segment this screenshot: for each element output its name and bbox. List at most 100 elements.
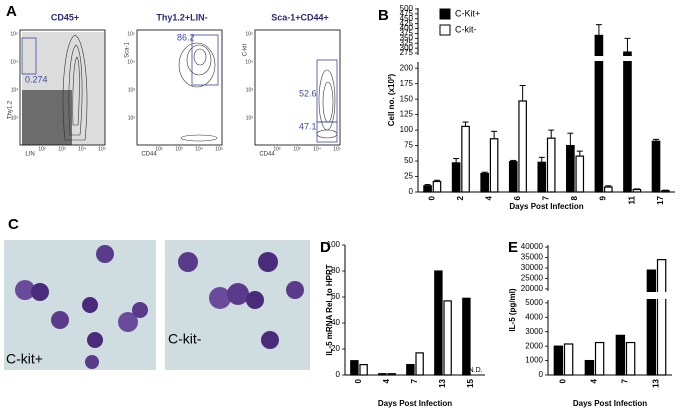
bar bbox=[508, 161, 518, 193]
axis-break bbox=[547, 292, 673, 299]
y-tick-label: 40 bbox=[331, 318, 340, 327]
y-tick-label: 50 bbox=[404, 156, 413, 165]
bar bbox=[489, 138, 499, 193]
contour bbox=[62, 34, 88, 141]
gate-value: 0.274 bbox=[25, 74, 48, 84]
y-label: C-kit bbox=[243, 44, 249, 57]
error-bar bbox=[653, 138, 660, 142]
error-bar bbox=[481, 171, 488, 174]
axis-tick-label: 10³ bbox=[58, 146, 66, 152]
y-tick-label: 40000 bbox=[521, 242, 544, 251]
panel-label: D bbox=[320, 239, 331, 256]
x-tick-label: 8 bbox=[570, 195, 579, 200]
x-label: LIN bbox=[25, 152, 34, 158]
y-tick-label: 500 bbox=[400, 4, 414, 13]
bar bbox=[451, 162, 461, 193]
x-tick-label: 0 bbox=[354, 378, 363, 383]
contour bbox=[178, 42, 216, 88]
bar bbox=[553, 345, 564, 376]
error-bar bbox=[605, 185, 612, 188]
plot-title: Sca-1+CD44+ bbox=[271, 12, 329, 22]
bar bbox=[623, 51, 632, 193]
bar bbox=[566, 144, 575, 193]
bar bbox=[432, 180, 442, 193]
x-tick-label: 0 bbox=[427, 195, 436, 200]
x-tick-label: 7 bbox=[621, 378, 630, 383]
x-tick-label: 13 bbox=[652, 378, 661, 387]
x-tick-label: 7 bbox=[542, 195, 551, 200]
axis-tick-label: 10⁵ bbox=[333, 146, 341, 152]
error-bar bbox=[595, 24, 602, 36]
error-bar bbox=[538, 156, 545, 163]
axis-tick-label: 10³ bbox=[128, 87, 136, 93]
x-tick-label: 2 bbox=[456, 195, 465, 200]
micrograph: C-kit- bbox=[165, 240, 310, 370]
y-tick-label: 175 bbox=[400, 79, 414, 88]
axis-tick-label: 10⁴ bbox=[127, 59, 135, 65]
contour bbox=[193, 48, 207, 66]
axis-tick-label: 10⁵ bbox=[127, 31, 135, 37]
bar bbox=[462, 297, 471, 376]
contour bbox=[72, 56, 80, 126]
error-bar bbox=[510, 159, 517, 162]
error-bar bbox=[548, 129, 555, 139]
x-tick-label: 4 bbox=[382, 378, 391, 383]
axis-tick-label: 10⁵ bbox=[10, 31, 18, 37]
y-label: Thy1.2 bbox=[8, 100, 14, 119]
y-tick-label: 75 bbox=[404, 141, 413, 150]
plot-title: Thy1.2+LIN- bbox=[156, 12, 207, 22]
x-axis-label: Days Post Infection bbox=[573, 399, 647, 408]
y-tick-label: 450 bbox=[400, 14, 414, 23]
y-tick-label: 0 bbox=[409, 187, 414, 196]
axis-tick-label: 10² bbox=[273, 146, 281, 152]
axis-tick-label: 10² bbox=[155, 146, 163, 152]
y-tick-label: 35000 bbox=[521, 253, 544, 262]
gate bbox=[191, 34, 219, 86]
y-tick-label: 30000 bbox=[521, 263, 544, 272]
axis-tick-label: 10⁴ bbox=[195, 146, 203, 152]
y-tick-label: 400 bbox=[400, 24, 414, 33]
x-tick-label: 9 bbox=[599, 195, 608, 200]
cell bbox=[132, 302, 148, 318]
legend-swatch bbox=[439, 8, 451, 20]
error-bar bbox=[624, 37, 631, 53]
y-tick-label: 1000 bbox=[525, 356, 543, 365]
error-bar bbox=[567, 132, 574, 146]
legend-label: C-Kit+ bbox=[455, 8, 480, 18]
x-tick-label: 0 bbox=[559, 378, 568, 383]
micrograph: C-kit+ bbox=[4, 240, 156, 370]
bar bbox=[563, 343, 574, 376]
y-tick-label: 425 bbox=[400, 19, 414, 28]
axis-tick-label: 10⁴ bbox=[245, 59, 253, 65]
x-tick-label: 17 bbox=[656, 195, 665, 204]
y-label: Sca-1 bbox=[125, 42, 131, 58]
error-bar bbox=[519, 85, 526, 101]
cell bbox=[82, 297, 98, 313]
y-axis-label: Cell no. (x10²) bbox=[387, 73, 396, 126]
plot-frame bbox=[136, 29, 223, 146]
y-tick-label: 0 bbox=[539, 370, 544, 379]
bar bbox=[594, 341, 605, 376]
error-bar bbox=[633, 188, 640, 190]
y-tick-label: 60 bbox=[331, 292, 340, 301]
axis-tick-label: 10³ bbox=[11, 87, 19, 93]
x-axis-label: Days Post Infection bbox=[509, 202, 583, 211]
bar bbox=[584, 359, 595, 376]
plot-title: CD45+ bbox=[51, 12, 79, 22]
y-tick-label: 25 bbox=[404, 172, 413, 181]
x-tick-label: 11 bbox=[627, 195, 636, 204]
gate bbox=[316, 121, 338, 143]
axis-tick-label: 10² bbox=[11, 115, 19, 121]
bar bbox=[443, 300, 452, 376]
cell bbox=[96, 245, 114, 263]
y-tick-label: 4000 bbox=[525, 312, 543, 321]
axis-tick-label: 10⁴ bbox=[313, 146, 321, 152]
gate-value: 47.1 bbox=[299, 121, 317, 131]
y-tick-label: 20 bbox=[331, 344, 340, 353]
x-tick-label: 4 bbox=[484, 195, 493, 200]
y-tick-label: 100 bbox=[327, 240, 341, 249]
cell bbox=[209, 287, 231, 309]
axis-tick-label: 10⁴ bbox=[78, 146, 86, 152]
y-tick-label: 100 bbox=[400, 125, 414, 134]
panel-label: A bbox=[6, 3, 17, 20]
